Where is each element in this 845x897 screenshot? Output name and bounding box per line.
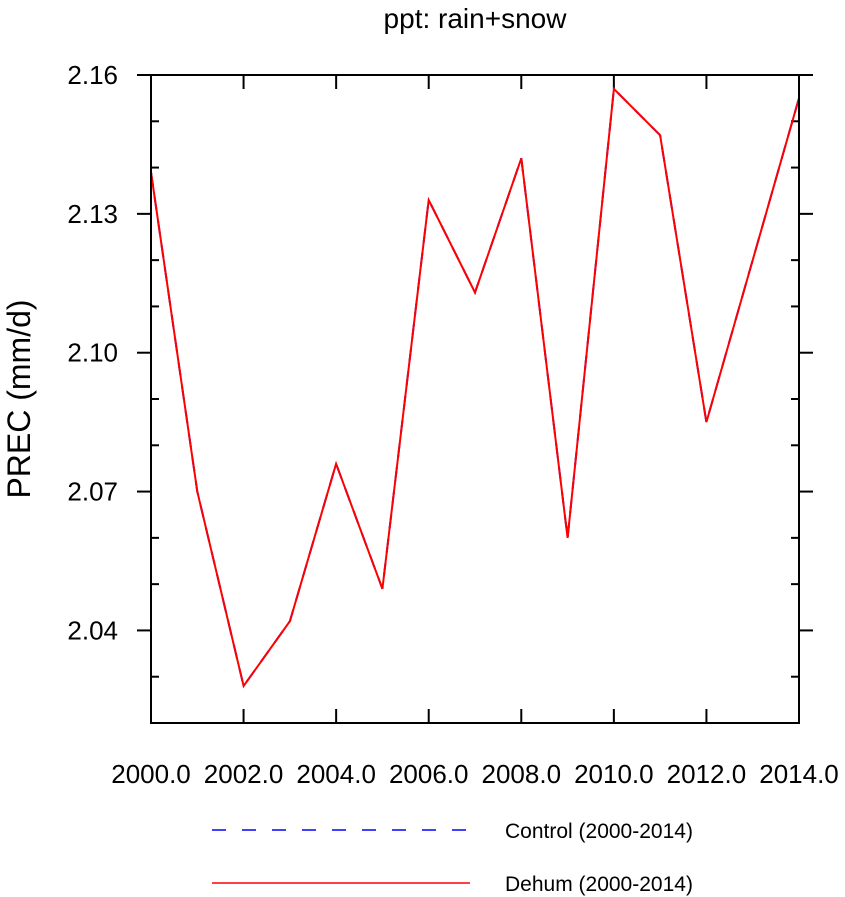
y-axis-label: PREC (mm/d) <box>1 299 37 498</box>
x-tick-label: 2010.0 <box>574 759 654 789</box>
axis-ticks <box>137 74 813 724</box>
chart-title: ppt: rain+snow <box>384 3 568 34</box>
y-tick-label: 2.13 <box>67 199 118 229</box>
x-tick-label: 2006.0 <box>389 759 469 789</box>
legend-label-1: Control (2000-2014) <box>505 820 693 843</box>
y-tick-label: 2.04 <box>67 615 118 645</box>
y-tick-label: 2.16 <box>67 60 118 90</box>
axis-tick-labels: 2000.0 2002.0 2004.0 2006.0 2008.0 2010.0 2012… <box>67 60 838 789</box>
legend-label-2: Dehum (2000-2014) <box>505 873 693 896</box>
x-tick-label: 2012.0 <box>667 759 747 789</box>
x-tick-label: 2002.0 <box>204 759 284 789</box>
x-tick-label: 2014.0 <box>759 759 839 789</box>
plot-frame <box>150 74 800 724</box>
x-tick-label: 2008.0 <box>482 759 562 789</box>
y-tick-label: 2.07 <box>67 477 118 507</box>
x-tick-label: 2004.0 <box>296 759 376 789</box>
y-tick-label: 2.10 <box>67 338 118 368</box>
legend: Control (2000-2014) Dehum (2000-2014) <box>212 820 693 896</box>
series-line-2 <box>150 86 800 689</box>
plot-series <box>150 86 800 689</box>
x-tick-label: 2000.0 <box>111 759 191 789</box>
